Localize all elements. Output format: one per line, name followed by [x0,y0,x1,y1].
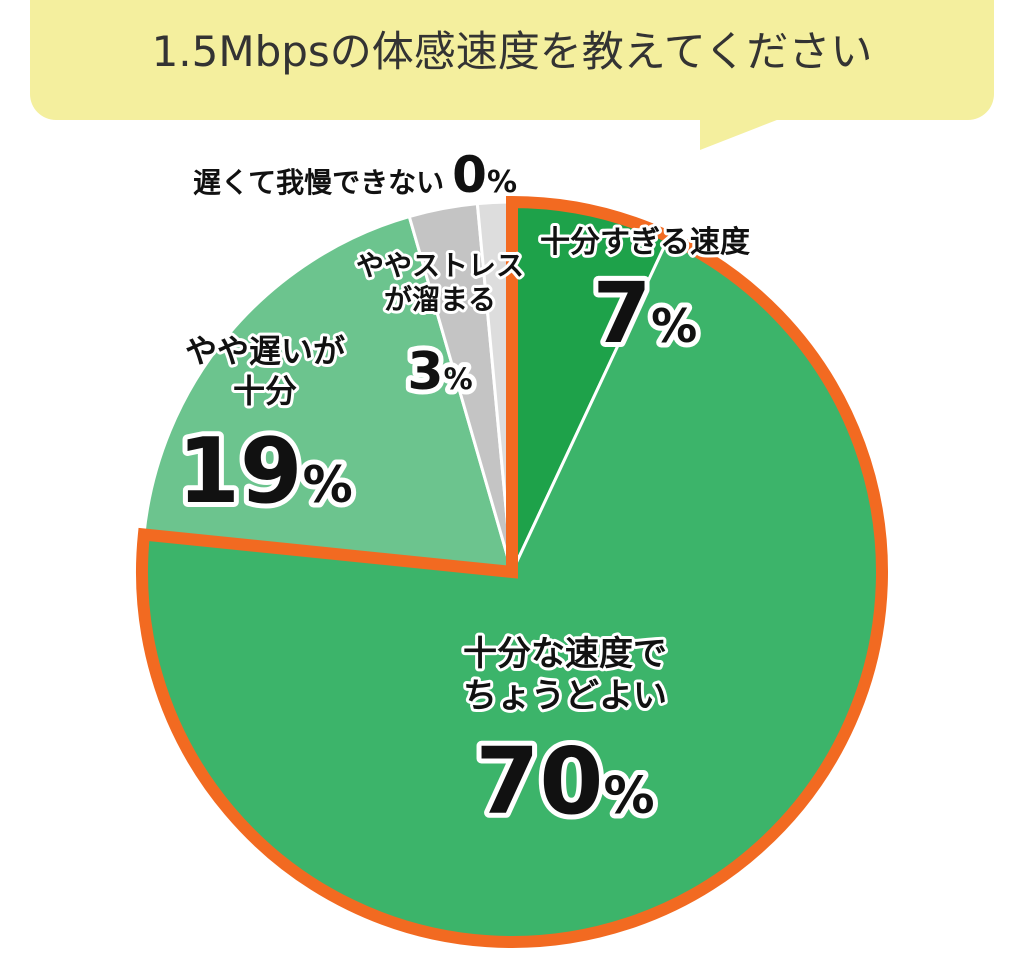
slice-value: 7% [593,264,698,362]
slice-label-line: ややストレス [356,249,524,282]
pie-highlight-outline [136,195,888,948]
pie-labels: 十分すぎる速度7%十分な速度でちょうどよい70%やや遅いが十分19%ややストレス… [172,143,753,840]
slice-value: 3% [407,342,472,402]
slice-label-line: 十分 [233,372,297,410]
chart-title: 1.5Mbpsの体感速度を教えてください [151,27,873,76]
slice-label-line: が溜まる [384,283,496,316]
slice-label-line: やや遅いが [185,332,345,370]
title-bubble: 1.5Mbpsの体感速度を教えてください [30,0,994,120]
slice-label-text: 遅くて我慢できない 0% [193,146,517,204]
pie-label-4: 遅くて我慢できない 0% [190,143,520,207]
title-bubble-tail [700,118,782,150]
pie-label-0: 十分すぎる速度 7% [537,222,753,367]
slice-label-line: ちょうどよい [463,676,667,716]
pie-slice-2 [142,214,515,574]
pie-slices [136,195,888,948]
slice-value: 19% [177,419,352,524]
slice-label-line: 十分な速度で [463,634,667,674]
slice-label-line: 十分すぎる速度 [540,225,750,260]
slice-value: 70% [475,728,654,835]
